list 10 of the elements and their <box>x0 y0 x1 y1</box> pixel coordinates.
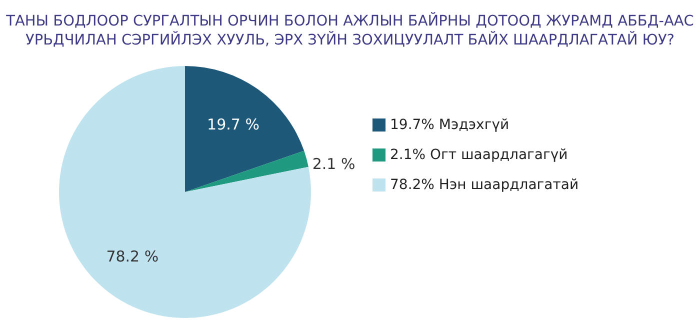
pie-slice <box>185 66 304 192</box>
legend-label: 19.7% Мэдэхгүй <box>390 117 510 133</box>
pie-slice <box>185 150 308 192</box>
data-label: 19.7 % <box>207 115 260 134</box>
data-label: 78.2 % <box>106 247 159 266</box>
legend-label: 2.1% Огт шаардлагагүй <box>390 147 568 163</box>
pie-slice <box>59 66 311 318</box>
legend-label: 78.2% Нэн шаардлагатай <box>390 177 579 193</box>
chart-title: ТАНЫ БОДЛООР СУРГАЛТЫН ОРЧИН БОЛОН АЖЛЫН БАЙРНЫ ДОТООД ЖУРАМД АББД-ААС УРЬДЧИЛАН СЭРГИЙЛЭХ ХУУЛЬ, ЭРХ ЗҮЙН ЗОХИЦУУЛАЛТ БАЙХ ШААРДЛАГАТАЙ ЮУ? <box>5 12 694 48</box>
data-label: 2.1 % <box>312 155 356 174</box>
